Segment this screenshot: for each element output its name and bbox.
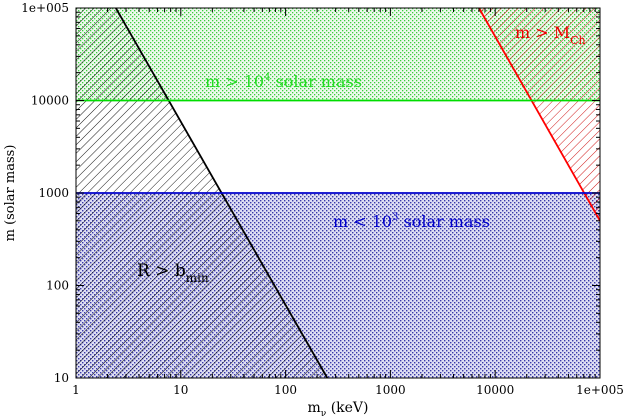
y-tick-label: 1e+005	[21, 1, 69, 15]
x-tick-label: 1	[72, 383, 80, 397]
y-tick-label: 10000	[31, 94, 69, 108]
x-tick-label: 10	[173, 383, 188, 397]
annotation-green: m > 104 solar mass	[205, 72, 362, 91]
boundary-line-1	[478, 8, 600, 222]
y-tick-label: 10	[54, 371, 69, 385]
y-tick-label: 100	[46, 279, 69, 293]
x-axis-label: mν (keV)	[307, 400, 368, 417]
x-tick-label: 1000	[375, 383, 406, 397]
y-axis-label: m (solar mass)	[3, 145, 18, 242]
annotation-black: R > bmin	[137, 261, 209, 285]
y-tick-label: 1000	[38, 186, 69, 200]
annotation-red: m > MCh	[515, 23, 586, 47]
x-tick-label: 10000	[476, 383, 514, 397]
x-tick-label: 1e+005	[576, 383, 624, 397]
annotation-blue: m < 103 solar mass	[333, 212, 490, 231]
x-tick-label: 100	[274, 383, 297, 397]
